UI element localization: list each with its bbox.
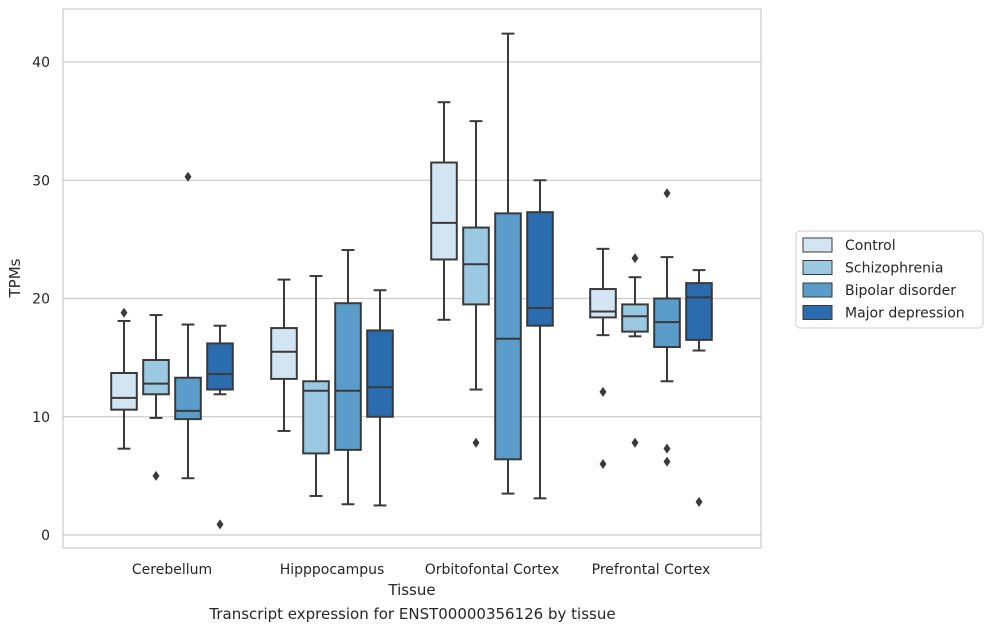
box-iqr [366, 329, 394, 418]
outlier-point [631, 437, 639, 448]
box-group [110, 307, 138, 450]
box-iqr [589, 288, 617, 319]
box-iqr [621, 303, 649, 333]
x-axis-label: Tissue [387, 581, 435, 599]
x-tick-label: Cerebellum [132, 562, 212, 578]
box-iqr [142, 358, 170, 396]
outlier-point [216, 519, 224, 530]
box-iqr [110, 371, 138, 411]
box-group [462, 120, 490, 448]
x-tick-label: Hipppocampus [280, 562, 385, 578]
box-iqr [494, 212, 522, 461]
outlier-point [472, 437, 480, 448]
box-iqr [302, 380, 330, 455]
box-iqr [430, 161, 458, 261]
legend-swatch [802, 282, 833, 298]
outlier-point [184, 171, 192, 182]
box-group [494, 32, 522, 495]
box-iqr [206, 342, 234, 391]
y-tick-label: 30 [32, 173, 50, 189]
y-tick-label: 40 [32, 55, 50, 71]
box-group [206, 324, 234, 530]
y-tick-label: 10 [32, 410, 50, 426]
x-tick-label: Orbitofontal Cortex [425, 562, 560, 578]
boxes [110, 32, 713, 530]
y-axis-label: TPMs [6, 258, 24, 298]
box-iqr [334, 302, 362, 451]
outlier-point [152, 470, 160, 481]
outlier-point [599, 459, 607, 470]
box-group [334, 249, 362, 506]
outlier-point [663, 188, 671, 199]
box-group [685, 269, 713, 507]
y-tick-label: 0 [41, 528, 50, 544]
box-group [526, 179, 554, 500]
box-group [621, 253, 649, 448]
legend-items: Control Schizophrenia Bipolar disorder Majo… [802, 237, 965, 322]
legend-swatch [802, 305, 833, 320]
outlier-point [663, 443, 671, 454]
legend-label: Control [845, 238, 896, 254]
outlier-point [120, 307, 128, 318]
box-iqr [526, 211, 554, 327]
box-group [270, 278, 298, 432]
box-group [589, 247, 617, 470]
legend-frame [795, 230, 984, 329]
legend-swatch [802, 237, 833, 253]
box-group [653, 188, 681, 467]
box-iqr [174, 376, 202, 421]
box-iqr [685, 282, 713, 341]
plot-area-frame [62, 8, 762, 549]
box-group [142, 314, 170, 481]
box-iqr [270, 327, 298, 380]
box-group [302, 275, 330, 497]
chart-caption: Transcript expression for ENST0000035612… [209, 605, 616, 623]
x-tick-label: Prefrontal Cortex [592, 562, 711, 578]
legend-label: Major depression [845, 306, 965, 322]
box-group [366, 289, 394, 507]
x-axis-ticks: Cerebellum Hipppocampus Orbitofontal Corte… [132, 562, 710, 578]
y-tick-label: 20 [32, 292, 50, 308]
legend-label: Bipolar disorder [845, 283, 956, 299]
legend-swatch [802, 260, 833, 275]
outlier-point [663, 456, 671, 467]
box-group [174, 171, 202, 480]
box-iqr [462, 226, 490, 306]
box-group [430, 101, 458, 321]
outlier-point [631, 253, 639, 264]
outlier-point [599, 386, 607, 397]
outlier-point [695, 496, 703, 507]
legend-label: Schizophrenia [845, 261, 943, 277]
legend: Control Schizophrenia Bipolar disorder Majo… [795, 230, 984, 329]
y-axis-ticks: 0 10 20 30 40 [32, 55, 50, 544]
